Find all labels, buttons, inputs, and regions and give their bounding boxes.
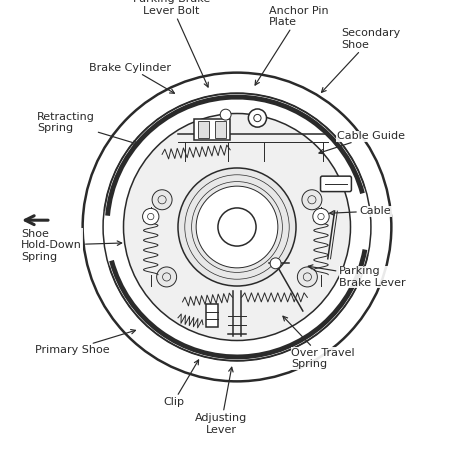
Circle shape (152, 190, 172, 210)
Text: Clip: Clip (163, 360, 199, 407)
Circle shape (302, 190, 322, 210)
Circle shape (156, 267, 177, 287)
Text: Adjusting
Lever: Adjusting Lever (195, 367, 247, 435)
Bar (206, 304, 218, 327)
Circle shape (270, 258, 281, 269)
Circle shape (313, 208, 329, 225)
Circle shape (143, 208, 159, 225)
Bar (194, 119, 230, 140)
Text: Secondary
Shoe: Secondary Shoe (321, 28, 401, 92)
Text: Cable Guide: Cable Guide (319, 131, 405, 154)
Bar (199, 120, 210, 138)
Text: Brake Cylinder: Brake Cylinder (90, 63, 174, 93)
Text: Shoe
Hold-Down
Spring: Shoe Hold-Down Spring (21, 228, 122, 262)
Circle shape (297, 267, 318, 287)
Circle shape (196, 186, 278, 268)
Text: Parking
Brake Lever: Parking Brake Lever (308, 265, 406, 288)
Text: Retracting
Spring: Retracting Spring (37, 112, 138, 145)
Circle shape (218, 208, 256, 246)
Text: Cable: Cable (329, 206, 391, 216)
Circle shape (124, 114, 350, 340)
Circle shape (220, 109, 231, 120)
Text: Primary Shoe: Primary Shoe (35, 330, 136, 355)
Circle shape (248, 109, 266, 127)
Circle shape (82, 73, 392, 381)
Text: Anchor Pin
Plate: Anchor Pin Plate (255, 5, 328, 85)
Text: Parking Brake
Lever Bolt: Parking Brake Lever Bolt (133, 0, 210, 87)
FancyBboxPatch shape (320, 176, 351, 192)
Text: Over Travel
Spring: Over Travel Spring (283, 316, 355, 370)
Bar (215, 120, 226, 138)
Circle shape (178, 168, 296, 286)
